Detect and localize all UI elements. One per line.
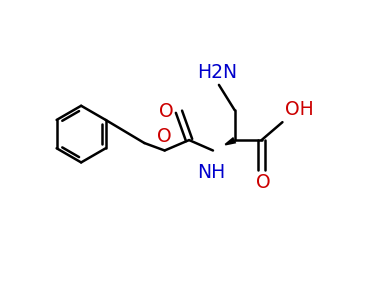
Text: H2N: H2N [197, 63, 238, 82]
Text: OH: OH [285, 100, 314, 119]
Text: NH: NH [197, 163, 226, 182]
Text: O: O [256, 173, 271, 192]
Text: O: O [157, 127, 172, 146]
Text: O: O [159, 102, 174, 121]
Polygon shape [225, 137, 236, 145]
